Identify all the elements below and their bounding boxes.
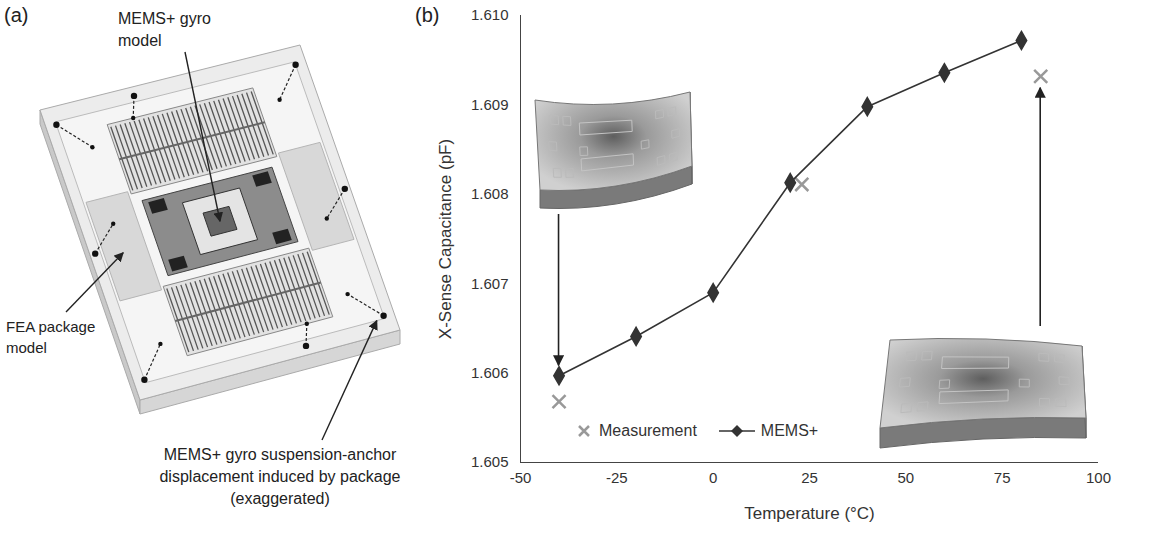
svg-text:FEA package: FEA package (6, 318, 95, 335)
svg-text:1.608: 1.608 (471, 185, 509, 202)
svg-text:1.610: 1.610 (471, 6, 509, 23)
html-text:(b): (b) (415, 4, 440, 26)
svg-text:model: model (118, 32, 162, 49)
svg-text:(exaggerated): (exaggerated) (230, 490, 330, 507)
svg-text:0: 0 (709, 469, 717, 486)
svg-text:1.606: 1.606 (471, 364, 509, 381)
svg-text:25: 25 (801, 469, 818, 486)
svg-text:75: 75 (994, 469, 1011, 486)
svg-text:Temperature (°C): Temperature (°C) (744, 504, 875, 523)
svg-text:1.609: 1.609 (471, 96, 509, 113)
svg-text:50: 50 (897, 469, 914, 486)
html-text:Measurement: Measurement (599, 422, 697, 439)
svg-text:(a): (a) (4, 4, 28, 26)
svg-text:X-Sense Capacitance (pF): X-Sense Capacitance (pF) (436, 139, 455, 339)
svg-text:model: model (6, 339, 47, 356)
svg-text:1.607: 1.607 (471, 275, 509, 292)
svg-text:-25: -25 (606, 469, 628, 486)
svg-text:displacement induced by packag: displacement induced by package (159, 468, 400, 485)
svg-text:1.605: 1.605 (471, 453, 509, 470)
svg-text:100: 100 (1086, 469, 1111, 486)
svg-text:MEMS+ gyro: MEMS+ gyro (118, 10, 211, 27)
svg-text:-50: -50 (510, 469, 532, 486)
html-text:MEMS+: MEMS+ (760, 422, 819, 439)
svg-text:MEMS+ gyro suspension-anchor: MEMS+ gyro suspension-anchor (164, 446, 397, 463)
